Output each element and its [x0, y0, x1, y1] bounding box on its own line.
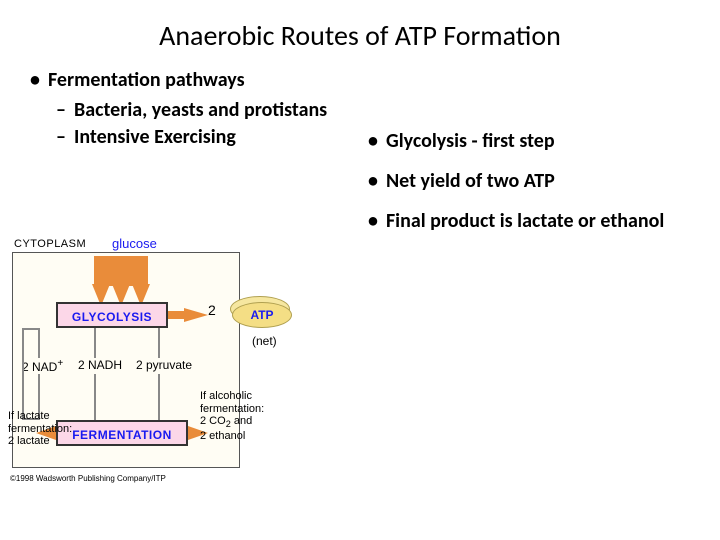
glycolysis-box: GLYCOLYSIS — [56, 302, 168, 328]
atp-disc: ATP — [232, 302, 292, 328]
nad-sup: + — [57, 358, 63, 369]
page-title: Anaerobic Routes of ATP Formation — [0, 0, 720, 53]
bullet-exercising: Intensive Exercising — [30, 125, 350, 150]
cytoplasm-label: CYTOPLASM — [14, 238, 86, 250]
line — [158, 374, 160, 420]
line — [158, 328, 160, 358]
line — [22, 328, 40, 330]
bullet-glycolysis: Glycolysis - first step — [368, 128, 698, 154]
ethanol-note: If alcoholic fermentation: 2 CO2 and 2 e… — [200, 390, 310, 443]
right-column: Glycolysis - first step Net yield of two… — [368, 128, 698, 248]
arrow-stem — [168, 311, 186, 319]
line — [22, 328, 24, 420]
eth-l3: 2 CO — [200, 415, 226, 427]
arrow-stem — [94, 256, 148, 286]
eth-l4: 2 ethanol — [200, 430, 245, 442]
nadh-label: 2 NADH — [78, 358, 122, 372]
bullet-product: Final product is lactate or ethanol — [368, 208, 698, 234]
net-label: (net) — [252, 334, 277, 348]
pyruvate-label: 2 pyruvate — [136, 358, 192, 372]
diagram-copyright: ©1998 Wadsworth Publishing Company/ITP — [10, 474, 166, 483]
nad-plus-label: 2 NAD+ — [22, 358, 63, 374]
fermentation-diagram: CYTOPLASM glucose GLYCOLYSIS 2 ATP (net)… — [8, 234, 354, 492]
two-label: 2 — [208, 302, 216, 318]
left-column: Fermentation pathways Bacteria, yeasts a… — [30, 68, 350, 152]
nad-text: 2 NAD — [22, 360, 57, 374]
glucose-label: glucose — [112, 236, 157, 251]
lactate-note: If lactate fermentation: 2 lactate — [8, 410, 62, 448]
arrow-icon — [184, 308, 208, 322]
eth-l3b: and — [231, 415, 252, 427]
line — [38, 328, 40, 358]
eth-l2: fermentation: — [200, 403, 264, 415]
bullet-yield: Net yield of two ATP — [368, 168, 698, 194]
bullet-bacteria: Bacteria, yeasts and protistans — [30, 98, 350, 123]
bullet-fermentation: Fermentation pathways — [30, 68, 350, 92]
eth-l1: If alcoholic — [200, 390, 252, 402]
line — [94, 374, 96, 420]
fermentation-box: FERMENTATION — [56, 420, 188, 446]
line — [94, 328, 96, 358]
